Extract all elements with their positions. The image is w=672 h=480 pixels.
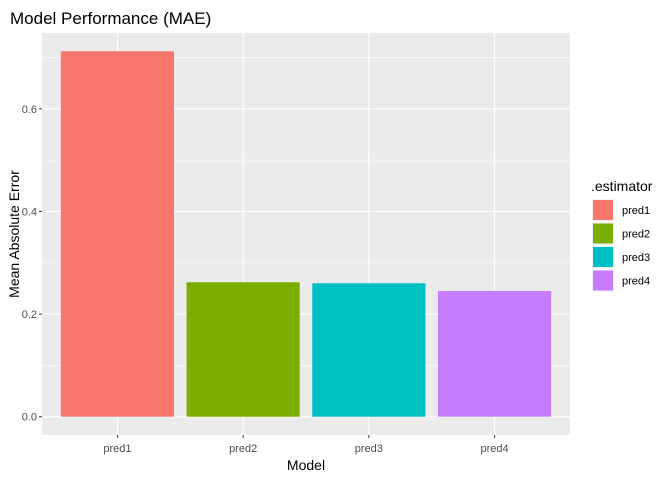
legend-key-pred4	[593, 270, 613, 291]
legend-key-pred1	[593, 200, 613, 220]
legend-key-pred3	[593, 247, 613, 267]
bar-pred4	[438, 290, 552, 417]
x-axis: pred1 pred2 pred3 pred4	[103, 435, 509, 455]
y-tick-label: 0.0	[22, 412, 37, 424]
bar-pred3	[312, 283, 426, 417]
bars	[60, 51, 552, 417]
legend-label: pred4	[622, 276, 650, 288]
y-axis: 0.0 0.2 0.4 0.6	[22, 104, 42, 424]
legend: .estimator pred1 pred2 pred3 pred4	[591, 178, 653, 292]
x-axis-title: Model	[287, 457, 325, 473]
y-axis-title: Mean Absolute Error	[6, 170, 22, 298]
legend-label: pred1	[622, 205, 650, 217]
x-tick-label: pred4	[481, 443, 509, 455]
legend-label: pred2	[622, 229, 650, 241]
legend-label: pred3	[622, 252, 650, 264]
y-tick-label: 0.4	[22, 206, 37, 218]
legend-key-pred2	[593, 223, 613, 244]
legend-title: .estimator	[591, 178, 653, 194]
y-tick-label: 0.2	[22, 309, 37, 321]
bar-pred1	[60, 51, 174, 417]
x-tick-label: pred3	[355, 443, 383, 455]
bar-pred2	[186, 282, 300, 417]
x-tick-label: pred1	[103, 443, 131, 455]
chart-title: Model Performance (MAE)	[10, 9, 211, 28]
x-tick-label: pred2	[229, 443, 257, 455]
y-tick-label: 0.6	[22, 104, 37, 116]
